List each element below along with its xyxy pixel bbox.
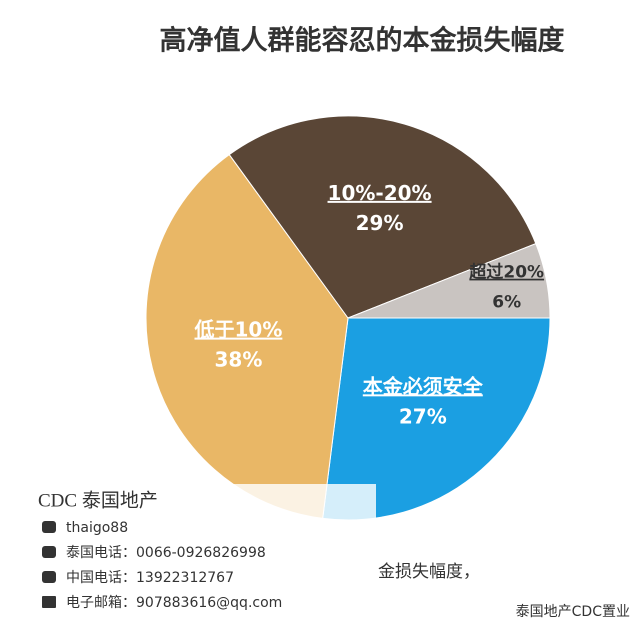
- pie-slice: [347, 242, 551, 319]
- phone-icon: [42, 546, 56, 558]
- brand: CDC 泰国地产: [38, 489, 158, 511]
- slice-name: 本金必须安全: [363, 374, 484, 398]
- pie-slice: [228, 115, 537, 319]
- phone-icon: [42, 571, 56, 583]
- slice-labels: 本金必须安全 27% 低于10% 38% 10%-20% 29% 超过20% 6%: [193, 181, 544, 428]
- thai-phone: 泰国电话：0066-0926826998: [66, 545, 266, 561]
- slice-name: 低于10%: [193, 318, 282, 342]
- watermark-card: CDC 泰国地产 thaigo88 泰国电话：0066-0926826998 中…: [28, 484, 376, 624]
- chart-title: 高净值人群能容忍的本金损失幅度: [160, 25, 565, 57]
- email: 电子邮箱：907883616@qq.com: [66, 595, 282, 611]
- mail-icon: [42, 596, 56, 608]
- china-phone: 中国电话：13922312767: [66, 570, 234, 586]
- pie: [145, 115, 551, 521]
- slice-value: 29%: [356, 211, 404, 235]
- slice-value: 38%: [214, 348, 262, 372]
- note: 金损失幅度，: [378, 562, 480, 582]
- slice-name: 超过20%: [469, 262, 544, 283]
- card-background: [28, 484, 376, 624]
- watermark: 泰国地产CDC置业: [516, 604, 630, 620]
- wechat: thaigo88: [66, 520, 128, 536]
- slice-value: 27%: [399, 404, 447, 428]
- slice-value: 6%: [492, 293, 521, 313]
- wechat-icon: [42, 521, 56, 533]
- slice-name: 10%-20%: [328, 181, 432, 205]
